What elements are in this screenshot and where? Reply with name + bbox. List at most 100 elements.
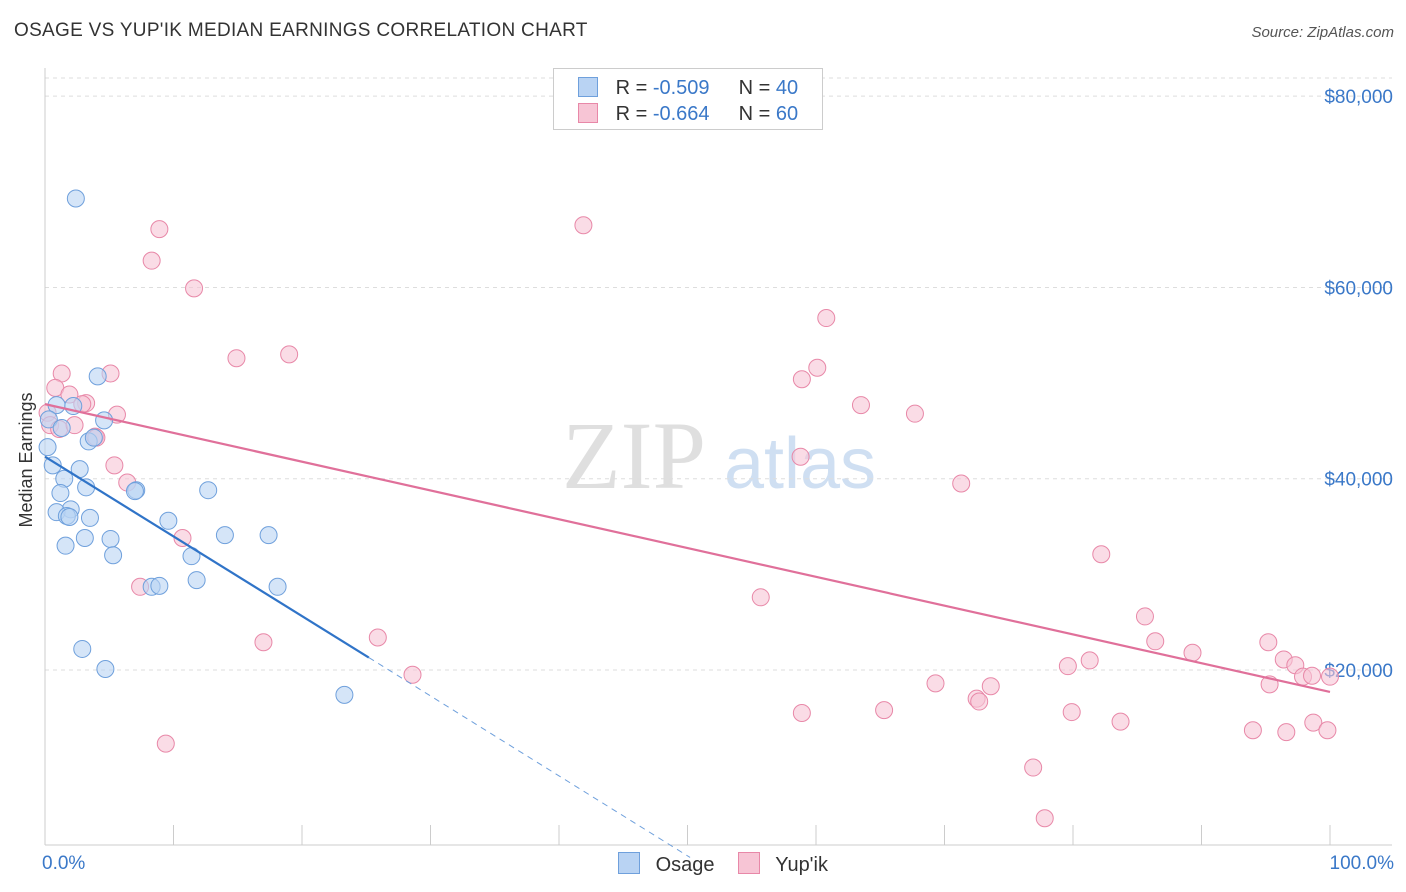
trend-line-osage-extension bbox=[368, 657, 691, 858]
point-yupik bbox=[185, 279, 204, 298]
point-yupik bbox=[1259, 633, 1278, 652]
bottom-legend-swatch-yupik bbox=[738, 852, 760, 874]
point-yupik bbox=[1092, 545, 1111, 564]
legend-osage-r-value: -0.509 bbox=[652, 77, 710, 99]
point-osage bbox=[75, 529, 94, 548]
point-osage bbox=[96, 660, 115, 679]
point-yupik bbox=[792, 704, 811, 723]
legend-osage-r-label: R = bbox=[615, 77, 653, 99]
point-osage bbox=[43, 456, 62, 475]
point-yupik bbox=[926, 674, 945, 693]
point-yupik bbox=[280, 345, 299, 364]
point-osage bbox=[56, 536, 75, 555]
trend-line-osage bbox=[44, 455, 370, 659]
point-osage bbox=[101, 529, 120, 548]
source-label: Source: ZipAtlas.com bbox=[1251, 24, 1394, 41]
point-yupik bbox=[1146, 632, 1165, 651]
point-osage bbox=[66, 189, 85, 208]
point-yupik bbox=[368, 628, 387, 647]
legend-osage-n-value: 40 bbox=[775, 77, 799, 99]
point-osage bbox=[80, 508, 99, 527]
point-osage bbox=[215, 526, 234, 545]
point-osage bbox=[73, 639, 92, 658]
legend-yupik-r-label: R = bbox=[615, 103, 653, 125]
point-yupik bbox=[851, 396, 870, 415]
point-yupik bbox=[952, 474, 971, 493]
bottom-legend-label-osage: Osage bbox=[655, 854, 715, 876]
point-yupik bbox=[105, 456, 124, 475]
legend-osage-n-label: N = bbox=[738, 77, 776, 99]
point-yupik bbox=[808, 358, 827, 377]
point-yupik bbox=[1080, 651, 1099, 670]
legend-row-osage: R = -0.509 N = 40 bbox=[578, 77, 798, 103]
point-yupik bbox=[156, 734, 175, 753]
series-osage bbox=[38, 189, 354, 704]
point-yupik bbox=[1321, 667, 1339, 686]
point-osage bbox=[51, 484, 70, 503]
legend-swatch-osage bbox=[578, 77, 598, 97]
bottom-legend-yupik: Yup'ik bbox=[738, 852, 828, 877]
x-tick-label-max: 100.0% bbox=[1330, 853, 1395, 874]
point-osage bbox=[38, 438, 57, 457]
point-osage bbox=[199, 481, 218, 500]
point-yupik bbox=[227, 349, 246, 368]
series-yupik bbox=[38, 216, 1339, 828]
y-tick-label: $80,000 bbox=[1324, 87, 1393, 108]
point-osage bbox=[52, 419, 71, 438]
axes bbox=[44, 68, 1392, 846]
watermark-zip: ZIP bbox=[562, 402, 706, 509]
point-osage bbox=[84, 428, 103, 447]
point-yupik bbox=[1135, 607, 1154, 626]
bottom-legend-osage: Osage bbox=[618, 852, 715, 877]
point-yupik bbox=[403, 665, 422, 684]
point-yupik bbox=[1035, 809, 1054, 828]
trend-lines bbox=[44, 403, 1331, 858]
legend-swatch-yupik bbox=[578, 103, 598, 123]
watermark: ZIP atlas bbox=[562, 402, 876, 509]
point-yupik bbox=[1111, 712, 1130, 731]
point-yupik bbox=[981, 677, 1000, 696]
point-osage bbox=[159, 511, 178, 530]
point-yupik bbox=[905, 404, 924, 423]
point-osage bbox=[335, 685, 354, 704]
x-tick-label-min: 0.0% bbox=[42, 853, 85, 874]
y-tick-label: $40,000 bbox=[1324, 470, 1393, 491]
point-yupik bbox=[1243, 721, 1262, 740]
point-yupik bbox=[751, 588, 770, 607]
point-yupik bbox=[1318, 721, 1337, 740]
point-yupik bbox=[1277, 723, 1296, 742]
y-tick-label: $20,000 bbox=[1324, 661, 1393, 682]
point-osage bbox=[60, 507, 79, 526]
correlation-legend: R = -0.509 N = 40 R = -0.664 N = 60 bbox=[553, 68, 823, 130]
point-yupik bbox=[574, 216, 593, 235]
point-yupik bbox=[254, 633, 273, 652]
legend-yupik-n-value: 60 bbox=[775, 103, 799, 125]
point-osage bbox=[187, 571, 206, 590]
chart-title: OSAGE VS YUP'IK MEDIAN EARNINGS CORRELAT… bbox=[14, 20, 588, 41]
point-yupik bbox=[1062, 703, 1081, 722]
legend-row-yupik: R = -0.664 N = 60 bbox=[578, 103, 798, 129]
point-yupik bbox=[792, 370, 811, 389]
point-yupik bbox=[970, 692, 989, 711]
bottom-legend-label-yupik: Yup'ik bbox=[775, 854, 828, 876]
legend-yupik-n-label: N = bbox=[738, 103, 776, 125]
point-osage bbox=[88, 367, 107, 386]
point-osage bbox=[150, 576, 169, 595]
y-tick-label: $60,000 bbox=[1324, 278, 1393, 299]
point-yupik bbox=[1304, 713, 1323, 732]
bottom-legend-swatch-osage bbox=[618, 852, 640, 874]
point-yupik bbox=[1024, 758, 1043, 777]
point-osage bbox=[95, 411, 114, 430]
y-axis-label: Median Earnings bbox=[16, 392, 36, 527]
point-osage bbox=[104, 546, 123, 565]
point-yupik bbox=[150, 220, 169, 239]
point-yupik bbox=[791, 447, 810, 466]
y-tick-labels: $20,000 $40,000 $60,000 $80,000 bbox=[1324, 87, 1393, 682]
trend-line-yupik bbox=[44, 403, 1331, 694]
point-osage bbox=[268, 577, 287, 596]
point-yupik bbox=[817, 309, 836, 328]
x-tick-labels: 0.0% 100.0% bbox=[42, 853, 1394, 874]
point-yupik bbox=[1058, 657, 1077, 676]
point-osage bbox=[125, 482, 144, 501]
